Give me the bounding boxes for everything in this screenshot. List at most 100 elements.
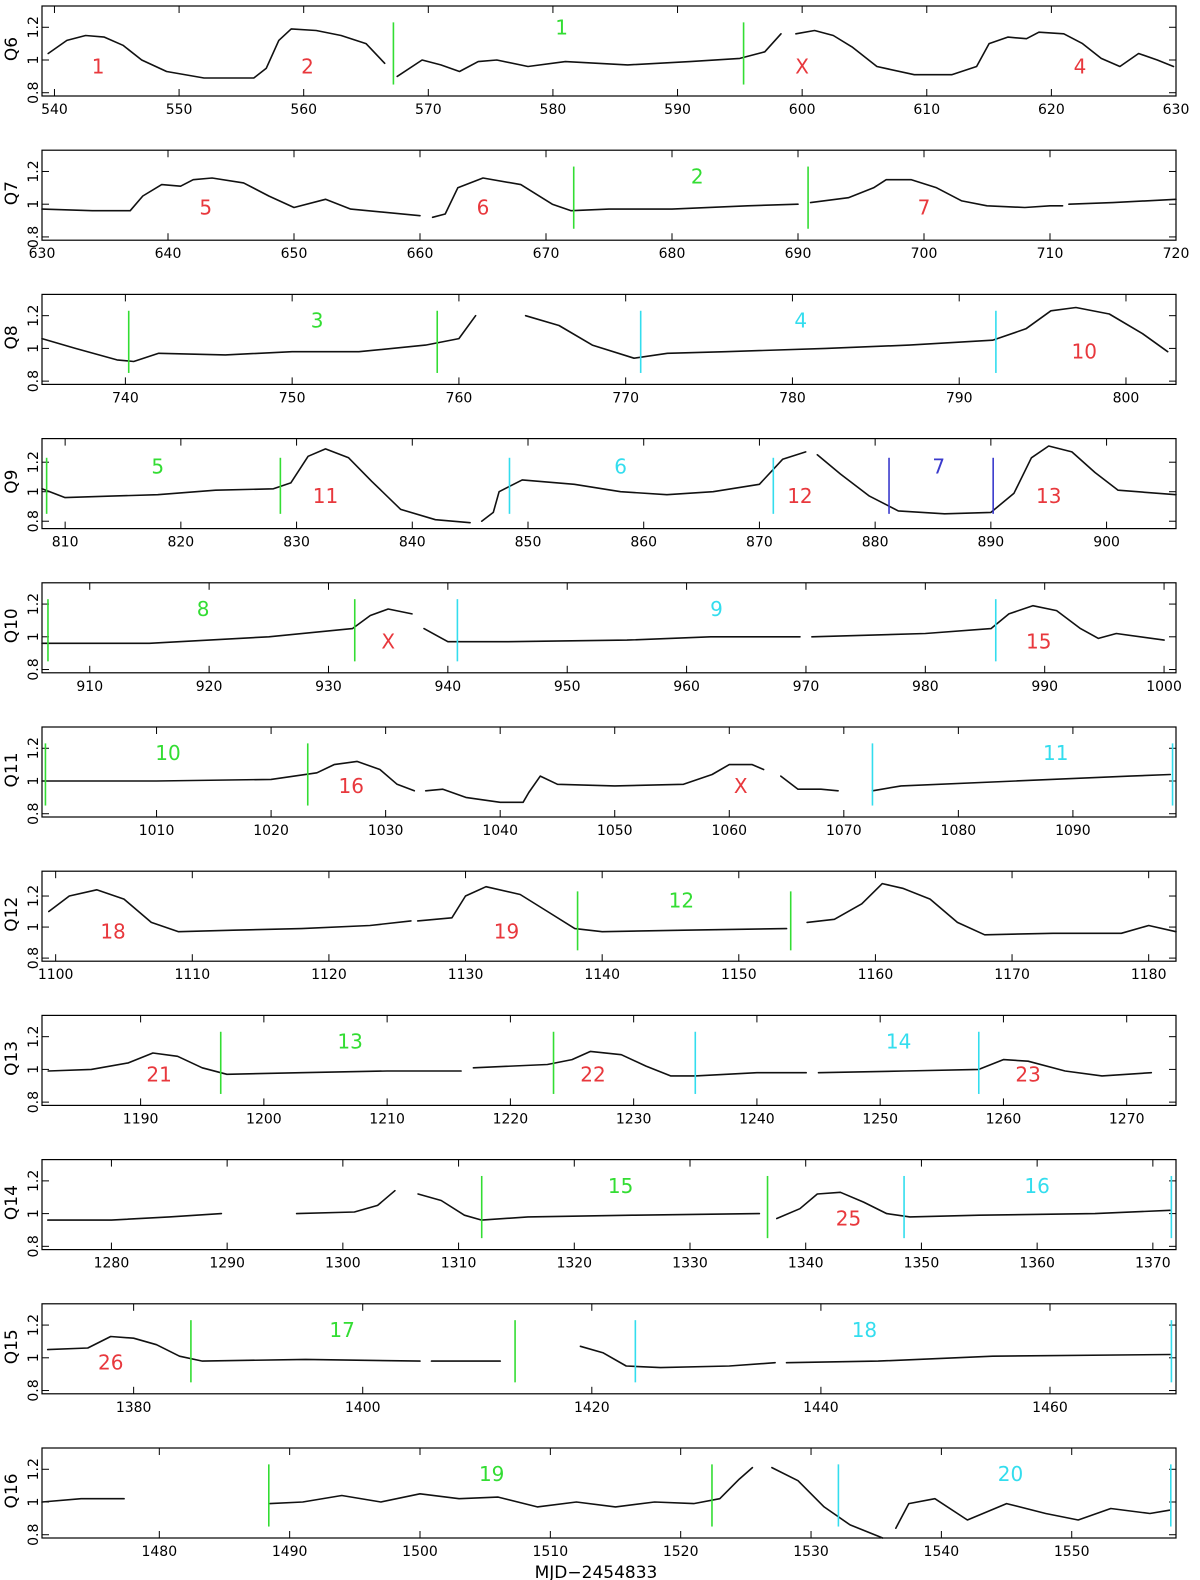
panel-ylabel: Q13 <box>2 1041 22 1076</box>
panel-Q7: 630 640 650 660 670 680 690 700 710 720 0.8 1 1.2Q7 5… <box>2 149 1189 262</box>
annotation-label: 16 <box>339 774 364 798</box>
x-tick-label: 1230 <box>616 1111 652 1127</box>
x-tick-label: 890 <box>977 535 1004 551</box>
annotation-label: 6 <box>477 195 490 219</box>
x-tick-label: 1190 <box>123 1111 159 1127</box>
x-tick-label: 1130 <box>448 967 484 983</box>
y-tick-label: 1 <box>26 200 42 209</box>
lightcurve-segment <box>795 29 1175 76</box>
x-tick-label: 1070 <box>826 823 862 839</box>
y-tick-label: 1.2 <box>26 1026 42 1048</box>
x-tick-label: 1080 <box>941 823 977 839</box>
x-tick-label: 990 <box>1031 679 1058 695</box>
lightcurve-segment <box>46 1335 421 1362</box>
annotation-label: 19 <box>494 920 519 944</box>
y-tick-label: 1.2 <box>26 593 42 615</box>
annotation-label: 14 <box>886 1030 911 1054</box>
x-tick-label: 800 <box>1113 390 1140 406</box>
x-tick-label: 700 <box>911 246 938 262</box>
x-tick-label: 1480 <box>141 1544 177 1560</box>
lightcurve-segment <box>806 882 1177 936</box>
panel-frame <box>41 870 1177 962</box>
annotation-label: 5 <box>199 195 212 219</box>
x-tick-label: 860 <box>630 535 657 551</box>
x-tick-label: 1250 <box>862 1111 898 1127</box>
lightcurve-segment <box>417 1193 761 1221</box>
x-tick-label: 620 <box>1038 102 1065 118</box>
y-tick-label: 0.8 <box>26 82 42 104</box>
annotation-label: 21 <box>146 1062 171 1086</box>
lightcurve-segment <box>47 28 386 79</box>
x-tick-label: 1500 <box>402 1544 438 1560</box>
annotation-label: 18 <box>100 920 125 944</box>
lightcurve-segment <box>809 178 1064 209</box>
panel-ylabel: Q12 <box>2 897 22 932</box>
x-tick-label: 560 <box>290 102 317 118</box>
x-tick-label: 1350 <box>904 1256 940 1272</box>
annotation-label: 6 <box>614 455 627 479</box>
x-tick-label: 1010 <box>139 823 175 839</box>
x-tick-label: 770 <box>612 390 639 406</box>
annotation-label: 23 <box>1015 1062 1040 1086</box>
y-tick-label: 1 <box>26 923 42 932</box>
x-tick-label: 950 <box>554 679 581 695</box>
x-tick-label: 1290 <box>209 1256 245 1272</box>
panel-Q6: 540 550 560 570 580 590 600 610 620 630 0.8 1 1.2Q6 1… <box>2 5 1189 118</box>
x-tick-label: 910 <box>76 679 103 695</box>
x-tick-label: 1310 <box>441 1256 477 1272</box>
annotation-label: 2 <box>301 55 314 79</box>
annotation-label: 25 <box>836 1207 861 1231</box>
x-tick-label: 1140 <box>584 967 620 983</box>
panel-ylabel: Q6 <box>2 37 22 61</box>
y-tick-label: 1.2 <box>26 737 42 759</box>
panel-frame <box>41 1158 1177 1251</box>
lightcurve-segment <box>41 1497 125 1503</box>
y-tick-label: 1.2 <box>26 160 42 182</box>
x-tick-label: 1260 <box>986 1111 1022 1127</box>
y-tick-label: 1 <box>26 1498 42 1507</box>
lightcurve-segment <box>41 448 471 524</box>
panel-frame <box>41 726 1177 818</box>
annotation-label: 11 <box>313 484 338 508</box>
annotation-label: 7 <box>932 455 945 479</box>
annotation-label: 1 <box>92 55 105 79</box>
x-tick-label: 810 <box>52 535 79 551</box>
annotation-label: 2 <box>691 164 704 188</box>
y-tick-label: 0.8 <box>26 1235 42 1257</box>
x-tick-label: 850 <box>515 535 542 551</box>
x-tick-label: 710 <box>1037 246 1064 262</box>
x-tick-label: 1420 <box>574 1400 610 1416</box>
annotation-label: 20 <box>998 1462 1023 1486</box>
x-tick-label: 1400 <box>345 1400 381 1416</box>
panel-frame <box>41 149 1177 241</box>
x-tick-label: 940 <box>434 679 461 695</box>
x-tick-label: 1060 <box>711 823 747 839</box>
panel-Q11: 1010 1020 1030 1040 1050 1060 1070 1080 1090 0.8 1… <box>2 726 1177 839</box>
y-tick-label: 0.8 <box>26 658 42 680</box>
annotation-label: 22 <box>580 1062 605 1086</box>
x-tick-label: 1380 <box>116 1400 152 1416</box>
x-tick-label: 840 <box>399 535 426 551</box>
x-tick-label: 870 <box>746 535 773 551</box>
panel-Q12: 1100 1110 1120 1130 1140 1150 1160 1170 1180 0.8 1… <box>2 870 1177 983</box>
annotation-label: 12 <box>787 484 812 508</box>
x-tick-label: 550 <box>166 102 193 118</box>
annotation-label: 7 <box>918 195 931 219</box>
panel-ylabel: Q15 <box>2 1329 22 1364</box>
x-tick-label: 1000 <box>1146 679 1182 695</box>
x-tick-label: 1200 <box>246 1111 282 1127</box>
lightcurve-segment <box>895 1497 1171 1529</box>
panel-frame <box>41 1303 1177 1395</box>
lightcurve-segment <box>47 1052 462 1076</box>
lightcurve-segment <box>47 1212 223 1221</box>
x-tick-label: 1160 <box>858 967 894 983</box>
x-tick-label: 960 <box>673 679 700 695</box>
panel-frame <box>41 1014 1177 1107</box>
annotation-label: 13 <box>337 1030 362 1054</box>
lightcurve-segment <box>816 445 1177 515</box>
x-tick-label: 640 <box>155 246 182 262</box>
lightcurve-segment <box>472 1050 807 1077</box>
x-tick-label: 1330 <box>672 1256 708 1272</box>
panel-ylabel: Q7 <box>2 181 22 205</box>
